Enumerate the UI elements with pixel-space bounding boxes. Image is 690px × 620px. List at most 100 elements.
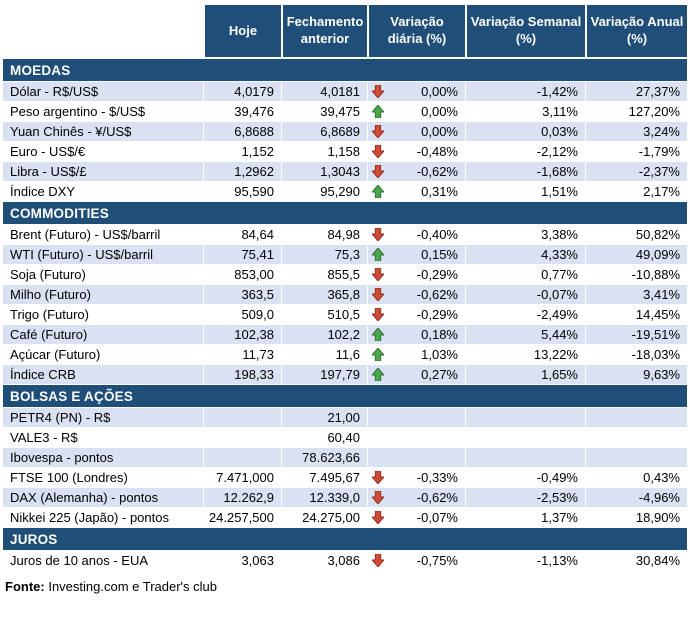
down-arrow-icon <box>372 228 384 241</box>
table-row: Nikkei 225 (Japão) - pontos 24.257,500 24.… <box>3 508 687 528</box>
header-corner <box>3 5 203 57</box>
cell-variacao-semanal: 1,51% <box>465 182 585 201</box>
row-label: WTI (Futuro) - US$/barril <box>10 247 154 262</box>
cell-variacao-anual <box>585 408 687 427</box>
cell-variacao-semanal: -2,12% <box>465 142 585 161</box>
cell-hoje: 11,73 <box>203 345 281 364</box>
variacao-diaria-value: -0,40% <box>416 227 458 242</box>
cell-variacao-anual: 18,90% <box>585 508 687 527</box>
cell-hoje: 24.257,500 <box>203 508 281 527</box>
cell-fechamento-anterior: 3,086 <box>281 551 367 570</box>
cell-hoje: 1,152 <box>203 142 281 161</box>
cell-variacao-anual: 50,82% <box>585 225 687 244</box>
cell-variacao-semanal: -2,49% <box>465 305 585 324</box>
cell-fechamento-anterior: 4,0181 <box>281 82 367 101</box>
cell-fechamento-anterior: 39,475 <box>281 102 367 121</box>
cell-fechamento-anterior: 6,8689 <box>281 122 367 141</box>
cell-variacao-anual: -18,03% <box>585 345 687 364</box>
variacao-diaria-value: 0,00% <box>421 84 458 99</box>
variacao-diaria-value: -0,29% <box>416 307 458 322</box>
variacao-diaria-value: 0,15% <box>421 247 458 262</box>
table-row: Euro - US$/€ 1,152 1,158 -0,48% -2,12% -1,79% <box>3 142 687 162</box>
cell-hoje <box>203 408 281 427</box>
cell-hoje: 363,5 <box>203 285 281 304</box>
down-arrow-icon <box>372 554 384 567</box>
up-arrow-icon <box>372 368 384 381</box>
row-label: Índice CRB <box>10 367 76 382</box>
cell-variacao-semanal <box>465 408 585 427</box>
cell-variacao-semanal: 3,11% <box>465 102 585 121</box>
variacao-diaria-value: 0,27% <box>421 367 458 382</box>
down-arrow-icon <box>372 125 384 138</box>
cell-variacao-diaria <box>367 428 465 447</box>
table-row: Milho (Futuro) 363,5 365,8 -0,62% -0,07% 3,41… <box>3 285 687 305</box>
table-body: MOEDAS Dólar - R$/US$ 4,0179 4,0181 0,00% -1,… <box>3 59 687 571</box>
cell-variacao-semanal: 1,37% <box>465 508 585 527</box>
cell-variacao-anual: 9,63% <box>585 365 687 384</box>
cell-variacao-diaria: -0,29% <box>367 305 465 324</box>
cell-variacao-semanal: -0,49% <box>465 468 585 487</box>
cell-variacao-semanal: -0,07% <box>465 285 585 304</box>
cell-variacao-diaria: -0,62% <box>367 488 465 507</box>
cell-variacao-semanal: -1,42% <box>465 82 585 101</box>
variacao-diaria-value: -0,07% <box>416 510 458 525</box>
cell-variacao-semanal: 0,77% <box>465 265 585 284</box>
cell-hoje: 3,063 <box>203 551 281 570</box>
cell-variacao-diaria: -0,33% <box>367 468 465 487</box>
cell-fechamento-anterior: 11,6 <box>281 345 367 364</box>
row-label: Açúcar (Futuro) <box>10 347 101 362</box>
column-header-variacao-diaria: Variação diária (%) <box>367 5 465 57</box>
cell-hoje: 198,33 <box>203 365 281 384</box>
cell-variacao-diaria: 0,18% <box>367 325 465 344</box>
cell-variacao-diaria: -0,62% <box>367 162 465 181</box>
table-row: Soja (Futuro) 853,00 855,5 -0,29% 0,77% -10,8… <box>3 265 687 285</box>
cell-hoje: 84,64 <box>203 225 281 244</box>
row-label: Libra - US$/£ <box>10 164 87 179</box>
cell-variacao-semanal <box>465 428 585 447</box>
variacao-diaria-value: -0,33% <box>416 470 458 485</box>
variacao-diaria-value: -0,29% <box>416 267 458 282</box>
variacao-diaria-value: 0,00% <box>421 104 458 119</box>
table-row: Libra - US$/£ 1,2962 1,3043 -0,62% -1,68% -2,… <box>3 162 687 182</box>
table-row: VALE3 - R$ 60,40 <box>3 428 687 448</box>
section-header: BOLSAS E AÇÕES <box>3 385 687 408</box>
cell-variacao-anual: 0,43% <box>585 468 687 487</box>
cell-variacao-semanal <box>465 448 585 467</box>
up-arrow-icon <box>372 105 384 118</box>
cell-variacao-semanal: 5,44% <box>465 325 585 344</box>
cell-variacao-semanal: -1,68% <box>465 162 585 181</box>
cell-variacao-anual <box>585 448 687 467</box>
up-arrow-icon <box>372 248 384 261</box>
down-arrow-icon <box>372 511 384 524</box>
cell-variacao-anual: -10,88% <box>585 265 687 284</box>
section-header: JUROS <box>3 528 687 551</box>
cell-variacao-diaria: 0,27% <box>367 365 465 384</box>
row-label: Índice DXY <box>10 184 76 199</box>
cell-variacao-semanal: 3,38% <box>465 225 585 244</box>
row-label: Dólar - R$/US$ <box>10 84 99 99</box>
cell-variacao-semanal: 1,65% <box>465 365 585 384</box>
cell-hoje: 75,41 <box>203 245 281 264</box>
variacao-diaria-value: 0,00% <box>421 124 458 139</box>
table-row: WTI (Futuro) - US$/barril 75,41 75,3 0,15% 4… <box>3 245 687 265</box>
table-row: PETR4 (PN) - R$ 21,00 <box>3 408 687 428</box>
row-label: Juros de 10 anos - EUA <box>10 553 149 568</box>
table-header: Hoje Fechamento anterior Variação diária… <box>3 5 687 57</box>
row-label: PETR4 (PN) - R$ <box>10 410 111 425</box>
cell-hoje: 509,0 <box>203 305 281 324</box>
column-header-variacao-anual: Variação Anual (%) <box>585 5 687 57</box>
table-row: Brent (Futuro) - US$/barril 84,64 84,98 -0,… <box>3 225 687 245</box>
table-row: Yuan Chinês - ¥/US$ 6,8688 6,8689 0,00% 0,03… <box>3 122 687 142</box>
cell-hoje: 4,0179 <box>203 82 281 101</box>
cell-fechamento-anterior: 75,3 <box>281 245 367 264</box>
cell-variacao-diaria: -0,40% <box>367 225 465 244</box>
down-arrow-icon <box>372 308 384 321</box>
cell-variacao-diaria: -0,29% <box>367 265 465 284</box>
variacao-diaria-value: -0,48% <box>416 144 458 159</box>
row-label: Café (Futuro) <box>10 327 88 342</box>
table-row: FTSE 100 (Londres) 7.471,000 7.495,67 -0,33… <box>3 468 687 488</box>
cell-fechamento-anterior: 197,79 <box>281 365 367 384</box>
cell-fechamento-anterior: 7.495,67 <box>281 468 367 487</box>
cell-variacao-diaria <box>367 448 465 467</box>
variacao-diaria-value: 0,18% <box>421 327 458 342</box>
